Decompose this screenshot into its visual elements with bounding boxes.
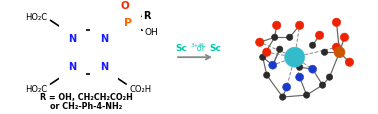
Text: Sc: Sc: [175, 43, 187, 52]
Text: HO₂C: HO₂C: [25, 13, 48, 22]
Circle shape: [269, 62, 277, 70]
Circle shape: [256, 39, 264, 47]
Circle shape: [310, 43, 316, 49]
Text: HO₂C: HO₂C: [25, 84, 48, 93]
Circle shape: [304, 92, 310, 98]
Text: N: N: [100, 62, 108, 71]
Text: CO₂H: CO₂H: [129, 84, 151, 93]
Circle shape: [279, 94, 286, 100]
Circle shape: [273, 22, 281, 30]
Circle shape: [326, 74, 333, 81]
Circle shape: [332, 44, 341, 52]
Text: 44: 44: [198, 42, 205, 47]
Circle shape: [263, 49, 271, 57]
Text: or CH₂-Ph-4-NH₂: or CH₂-Ph-4-NH₂: [50, 101, 122, 110]
Text: 3+: 3+: [191, 42, 199, 47]
Circle shape: [345, 58, 354, 67]
Text: R = OH, CH₂CH₂CO₂H: R = OH, CH₂CH₂CO₂H: [40, 92, 133, 101]
Text: P: P: [124, 18, 132, 28]
Circle shape: [263, 72, 270, 79]
Circle shape: [315, 32, 324, 40]
Text: N: N: [68, 34, 76, 44]
Circle shape: [308, 66, 317, 74]
Circle shape: [296, 22, 304, 30]
Text: OH: OH: [144, 28, 158, 36]
Circle shape: [287, 35, 293, 41]
Text: N: N: [68, 62, 76, 71]
Text: Sc: Sc: [209, 43, 221, 52]
Circle shape: [260, 54, 266, 61]
Text: R: R: [143, 11, 151, 21]
Circle shape: [340, 34, 349, 42]
Circle shape: [332, 19, 341, 27]
Circle shape: [271, 35, 278, 41]
Circle shape: [319, 82, 326, 88]
Text: or: or: [194, 43, 208, 52]
Circle shape: [321, 50, 328, 56]
Circle shape: [296, 74, 304, 81]
Circle shape: [285, 48, 305, 68]
Text: O: O: [121, 1, 130, 11]
Circle shape: [283, 83, 291, 91]
Text: N: N: [100, 34, 108, 44]
Circle shape: [334, 47, 345, 58]
Circle shape: [277, 47, 283, 53]
Circle shape: [296, 64, 303, 71]
